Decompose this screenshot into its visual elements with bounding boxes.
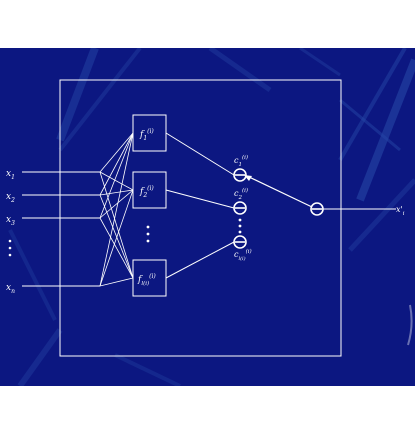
selector-switch-line: [246, 175, 313, 208]
input-label-n: xn: [6, 283, 15, 295]
input-label-2: x2: [6, 192, 15, 204]
function-label-1: f1(i): [139, 128, 154, 142]
input-ellipsis: [8, 239, 12, 257]
coefficient-node-1: [233, 168, 247, 182]
coefficient-label-1: c1(i): [234, 154, 248, 168]
selector-arrowhead: [244, 175, 252, 181]
input-function-connections: [99, 132, 134, 287]
function-coefficient-connections: [165, 132, 235, 279]
function-label-2: f2(i): [139, 185, 154, 199]
network-diagram: x1 x2 x3 xn f1(i) f2(i) fl(i)(i): [6, 48, 415, 386]
function-label-l: fl(i)(i): [137, 273, 156, 287]
coefficient-node-l: [233, 235, 247, 249]
diagram-slide: x1 x2 x3 xn f1(i) f2(i) fl(i)(i): [0, 48, 415, 386]
input-label-1: x1: [6, 169, 15, 181]
input-lines: [22, 171, 100, 287]
background-decoration: [8, 48, 415, 386]
diagram-frame: [59, 79, 342, 357]
coefficient-label-l: cl(i)(i): [234, 248, 252, 262]
coefficient-node-2: [233, 201, 247, 215]
input-label-3: x3: [6, 215, 15, 227]
coefficient-label-2: c2(i): [234, 187, 248, 201]
coefficient-ellipsis: [238, 218, 242, 234]
function-ellipsis: [146, 225, 150, 243]
output-label: x'i: [396, 205, 405, 217]
